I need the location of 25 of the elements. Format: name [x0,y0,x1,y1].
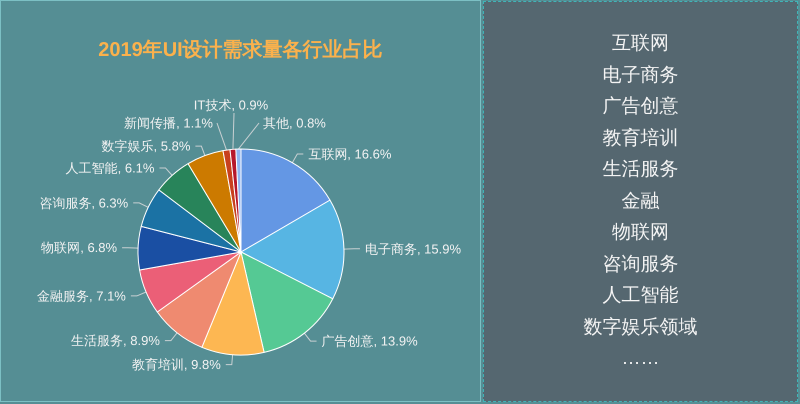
slice-label: 其他, 0.8% [263,116,326,130]
slice-label: 广告创意, 13.9% [322,334,418,349]
chart-title: 2019年UI设计需求量各行业占比 [98,38,383,61]
slice-label: 互联网, 16.6% [308,146,392,162]
text: 互联网 [611,32,670,56]
slice-label: 物联网, 6.8% [41,240,118,256]
slice-label: 电子商务, 15.9% [364,241,462,256]
slice-label: 教育培训, 9.8% [132,357,222,372]
text: …… [620,347,660,371]
slice-label: 金融服务, 7.1% [37,288,126,304]
slice-label: 人工智能, 6.1% [66,160,155,176]
text: 电子商务 [602,64,680,88]
slice-label: 新闻传播, 1.1% [124,116,214,130]
text: 物联网 [611,221,670,245]
text: 教育培训 [602,126,680,150]
slice-label: 数字娱乐, 5.8% [102,138,191,154]
text: 咨询服务 [602,252,680,276]
text: 生活服务 [602,158,680,182]
text: 人工智能 [602,284,680,308]
slice-label: 咨询服务, 6.3% [39,195,129,210]
text: 金融 [620,190,660,214]
text: 数字娱乐领域 [582,316,698,340]
slice-label: IT技术, 0.9% [194,98,269,112]
text: 广告创意 [602,95,680,119]
slice-label: 生活服务, 8.9% [71,333,160,348]
